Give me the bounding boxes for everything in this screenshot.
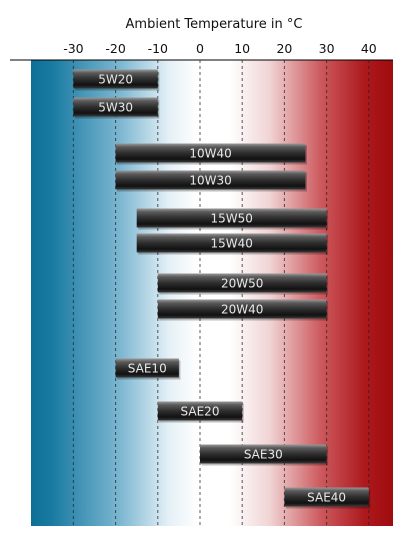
bar-10w40: 10W40	[115, 143, 307, 165]
bar-label: SAE10	[128, 362, 167, 376]
bar-rect	[284, 487, 369, 507]
x-tick-label: 20	[276, 41, 292, 56]
bar-rect	[73, 69, 158, 89]
bar-sae20: SAE20	[157, 401, 244, 423]
bar-label: SAE30	[244, 448, 283, 462]
bar-rect	[200, 444, 327, 464]
bar-rect	[73, 97, 158, 117]
bar-rect	[136, 208, 327, 228]
bar-label: SAE20	[181, 405, 220, 419]
x-tick-label: 10	[234, 41, 250, 56]
bar-label: 10W40	[189, 147, 231, 161]
bars-group: 5W20 5W30 10W40 10W30 15W50 15W40 20W50 20W40 SA…	[73, 69, 371, 509]
bar-sae10: SAE10	[115, 358, 181, 380]
bar-5w20: 5W20	[73, 69, 160, 91]
bar-label: 5W30	[98, 101, 133, 115]
bar-rect	[115, 358, 179, 378]
bar-label: 5W20	[98, 73, 133, 87]
bar-sae40: SAE40	[284, 487, 371, 509]
bar-sae30: SAE30	[200, 444, 329, 466]
bar-rect	[157, 273, 327, 293]
bar-10w30: 10W30	[115, 170, 307, 192]
bar-label: 15W40	[210, 237, 252, 251]
bar-label: 20W40	[221, 303, 263, 317]
x-tick-label: 30	[319, 41, 335, 56]
x-tick-label: -10	[148, 41, 168, 56]
x-tick-label: 40	[361, 41, 377, 56]
bar-15w50: 15W50	[136, 208, 329, 230]
bar-rect	[136, 233, 327, 253]
bar-rect	[157, 401, 243, 421]
bar-label: SAE40	[307, 491, 346, 505]
bar-label: 20W50	[221, 277, 263, 291]
x-tick-label: 0	[196, 41, 204, 56]
bar-20w40: 20W40	[157, 299, 329, 321]
bar-5w30: 5W30	[73, 97, 160, 119]
x-axis-ticks: -30 -20 -10 0 10 20 30 40	[63, 41, 377, 56]
x-tick-label: -30	[63, 41, 83, 56]
bar-label: 15W50	[210, 212, 252, 226]
bar-rect	[115, 143, 306, 163]
bar-rect	[115, 170, 306, 190]
axis-title: Ambient Temperature in °C	[126, 17, 303, 32]
bar-rect	[157, 299, 327, 319]
bar-label: 10W30	[189, 174, 231, 188]
bar-15w40: 15W40	[136, 233, 329, 255]
x-tick-label: -20	[105, 41, 125, 56]
bar-20w50: 20W50	[157, 273, 329, 295]
